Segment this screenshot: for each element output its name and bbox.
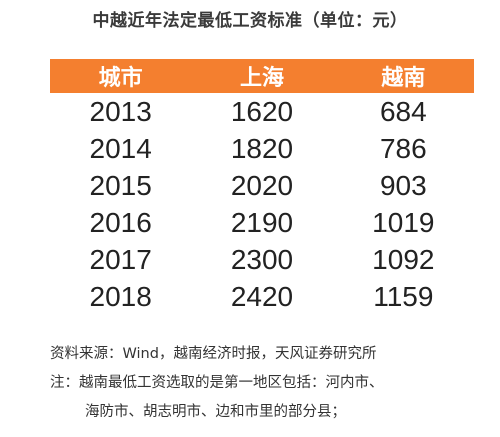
table-row: 2017 2300 1092 [50,241,474,278]
notes-section: 资料来源：Wind，越南经济时报，天风证券研究所 注：越南最低工资选取的是第一地… [50,340,490,427]
wage-table: 城市 上海 越南 2013 1620 684 2014 1820 786 201… [50,59,474,315]
footnote-line: 海防市、胡志明市、边和市里的部分县； [85,404,346,420]
footnote-line: 注：越南最低工资选取的是第一地区包括：河内市、 [50,375,384,391]
cell-year: 2015 [89,169,152,201]
cell-shanghai-wage: 2190 [230,206,294,238]
table-row: 2016 2190 1019 [50,204,474,241]
cell-vietnam-wage: 1092 [372,243,435,275]
cell-year: 2014 [89,132,152,164]
cell-shanghai-wage: 1820 [230,132,294,164]
cell-vietnam-wage: 1159 [373,280,434,312]
cell-vietnam-wage: 1019 [372,206,435,238]
header-cell-shanghai: 上海 [239,66,284,91]
cell-vietnam-wage: 903 [379,169,427,201]
table-row: 2018 2420 1159 [50,278,474,315]
table-header-row: 城市 上海 越南 [50,59,474,93]
cell-shanghai-wage: 2020 [230,169,294,201]
cell-year: 2013 [89,95,152,127]
table-row: 2014 1820 786 [50,130,474,167]
cell-shanghai-wage: 2420 [230,280,294,312]
header-cell-vietnam: 越南 [381,66,426,91]
cell-shanghai-wage: 1620 [230,95,294,127]
cell-year: 2017 [89,243,152,275]
source-note: 资料来源：Wind，越南经济时报，天风证券研究所 [50,346,377,362]
table-title: 中越近年法定最低工资标准（单位：元） [92,11,408,31]
header-cell-city: 城市 [98,66,143,91]
table-row: 2015 2020 903 [50,167,474,204]
cell-year: 2016 [89,206,152,238]
cell-vietnam-wage: 786 [379,132,427,164]
cell-year: 2018 [89,280,152,312]
table-row: 2013 1620 684 [50,93,474,130]
cell-shanghai-wage: 2300 [230,243,294,275]
cell-vietnam-wage: 684 [379,95,427,127]
